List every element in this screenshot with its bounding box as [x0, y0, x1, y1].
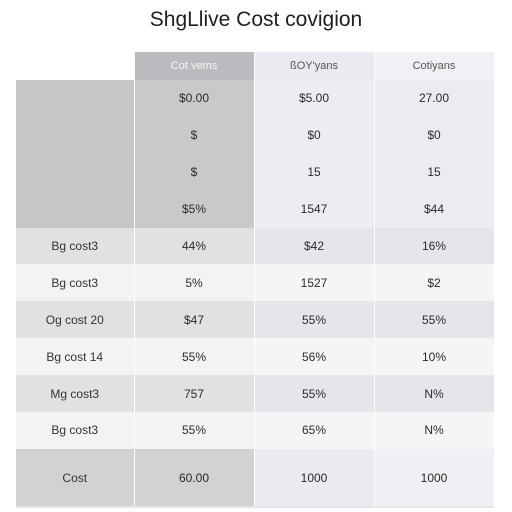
- table-cell: $5.00: [254, 80, 375, 117]
- table-cell: 55%: [254, 375, 375, 413]
- table-cell: 1000: [254, 448, 375, 507]
- table-row: Bg cost 14 55% 56% 10%: [16, 338, 495, 376]
- table-row: Bg cost3 55% 65% N%: [16, 412, 495, 449]
- table-cell: 15: [254, 153, 375, 191]
- table-cell: 1000: [374, 448, 495, 507]
- table-bottom-border: [16, 506, 494, 508]
- table-row: $0.00 $5.00 27.00: [16, 80, 495, 117]
- table-cell: $47: [134, 301, 255, 339]
- table-cell: 27.00: [374, 80, 495, 117]
- table-row: $5% 1547 $44: [16, 190, 495, 228]
- table-cell: $5%: [134, 190, 255, 228]
- column-header-cot-vems: Cot vems: [134, 52, 255, 80]
- column-header-boy-yans: ßOY'yans: [254, 52, 375, 80]
- table-cell: 55%: [134, 412, 255, 449]
- row-label-cell: [16, 80, 135, 117]
- table-cell: 15: [374, 153, 495, 191]
- column-header-label: [16, 52, 135, 80]
- row-label-cell: Cost: [16, 448, 135, 507]
- table-cell: $2: [374, 264, 495, 302]
- row-label-cell: Bg cost3: [16, 412, 135, 449]
- table-cell: 5%: [134, 264, 255, 302]
- table-cell: 16%: [374, 227, 495, 265]
- table-cell: $: [134, 153, 255, 191]
- table-cell: 10%: [374, 338, 495, 376]
- table-row: Bg cost3 44% $42 16%: [16, 227, 495, 265]
- table-cell: $0.00: [134, 80, 255, 117]
- row-label-cell: Og cost 20: [16, 301, 135, 339]
- table-cell: 1527: [254, 264, 375, 302]
- chart-title: ShgLlive Cost covigion: [149, 8, 363, 31]
- table-row: Bg cost3 5% 1527 $2: [16, 264, 495, 302]
- table-cell: 55%: [374, 301, 495, 339]
- table-cell: 1547: [254, 190, 375, 228]
- table-row: $ $0 $0: [16, 116, 495, 154]
- row-label-cell: Bg cost 14: [16, 338, 135, 376]
- table-cell: $42: [254, 227, 375, 265]
- row-label-cell: Bg cost3: [16, 227, 135, 265]
- table-cell: 55%: [254, 301, 375, 339]
- table-cell: $0: [254, 116, 375, 154]
- table-cell: $0: [374, 116, 495, 154]
- row-label-cell: [16, 116, 135, 154]
- table-total-row: Cost 60.00 1000 1000: [16, 448, 495, 507]
- row-label-cell: [16, 153, 135, 191]
- table-row: $15 15: [16, 153, 495, 191]
- table-row: Og cost 20 $47 55% 55%: [16, 301, 495, 339]
- table-cell: 60.00: [134, 448, 255, 507]
- table-cell: $: [134, 116, 255, 154]
- table-cell: 56%: [254, 338, 375, 376]
- table-cell: N%: [374, 412, 495, 449]
- table-cell: 44%: [134, 227, 255, 265]
- table-cell: 55%: [134, 338, 255, 376]
- row-label-cell: [16, 190, 135, 228]
- table-header-row: Cot vems ßOY'yans Cotiyans: [16, 52, 495, 80]
- cost-comparison-table: Cot vems ßOY'yans Cotiyans $0.00 $5.00 27.…: [16, 52, 495, 507]
- row-label-cell: Bg cost3: [16, 264, 135, 302]
- table-cell: 757: [134, 375, 255, 413]
- table-cell: 65%: [254, 412, 375, 449]
- table-cell: $44: [374, 190, 495, 228]
- table-cell: N%: [374, 375, 495, 413]
- table-row: Mg cost3 757 55% N%: [16, 375, 495, 413]
- column-header-cotiyans: Cotiyans: [374, 52, 495, 80]
- row-label-cell: Mg cost3: [16, 375, 135, 413]
